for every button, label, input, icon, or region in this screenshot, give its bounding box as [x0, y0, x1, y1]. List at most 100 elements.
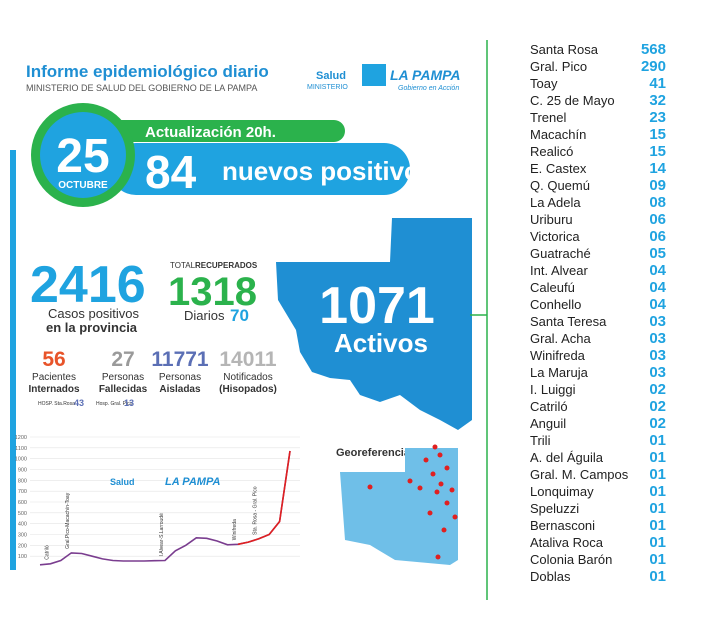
stat-number: 11771 — [151, 348, 209, 371]
locality-count: 32 — [649, 92, 666, 109]
locality-count: 02 — [649, 398, 666, 415]
hospital-count: 43 — [74, 398, 84, 408]
locality-count: 08 — [649, 194, 666, 211]
stat-line1: Personas — [102, 372, 144, 383]
y-tick-label: 1200 — [15, 435, 27, 441]
chart-logo-salud: Salud — [110, 477, 135, 487]
locality-name: Victorica — [530, 229, 580, 244]
locality-count: 03 — [649, 364, 666, 381]
y-tick-label: 400 — [18, 522, 27, 528]
locality-name: Catriló — [530, 399, 568, 414]
locality-count: 01 — [649, 551, 666, 568]
locality-count: 01 — [649, 432, 666, 449]
recovered-number: 1318 — [168, 270, 257, 314]
locality-count: 03 — [649, 330, 666, 347]
y-tick-label: 600 — [18, 500, 27, 506]
logo-icon — [362, 64, 386, 86]
chart-annotation: I.Alvear-S.Larroudé — [159, 513, 165, 557]
y-tick-label: 900 — [18, 468, 27, 474]
locality-name: Trili — [530, 433, 551, 448]
locality-name: Colonia Barón — [530, 552, 612, 567]
logo-slogan: Gobierno en Acción — [398, 85, 459, 92]
locality-count: 41 — [649, 75, 666, 92]
title: Informe epidemiológico diario — [26, 62, 269, 81]
locality-count: 01 — [649, 568, 666, 585]
locality-count: 23 — [649, 109, 666, 126]
hospital-name: HOSP. Sta.Rosa — [38, 401, 75, 407]
locality-name: I. Luiggi — [530, 382, 576, 397]
recovered-label-bold: RECUPERADOS — [195, 261, 258, 270]
stat-line2: (Hisopados) — [219, 384, 277, 395]
chart-annotation: Gral.Pico-Macachín-Toay — [65, 492, 71, 549]
locality-name: Guatraché — [530, 246, 591, 261]
line-series-recent — [237, 450, 291, 546]
locality-count: 06 — [649, 228, 666, 245]
locality-name: A. del Águila — [530, 450, 604, 465]
locality-count: 02 — [649, 415, 666, 432]
locality-count: 04 — [649, 296, 666, 313]
locality-count: 04 — [649, 279, 666, 296]
total-line2: en la provincia — [46, 320, 138, 335]
chart-logo-province: LA PAMPA — [165, 476, 220, 488]
side-bar — [10, 150, 16, 570]
recovered-label-light: TOTAL — [170, 261, 196, 270]
y-tick-label: 300 — [18, 533, 27, 539]
locality-count: 568 — [641, 41, 666, 58]
locality-name: Gral. M. Campos — [530, 467, 629, 482]
locality-count: 01 — [649, 449, 666, 466]
locality-name: Speluzzi — [530, 501, 579, 516]
stat-line2: Fallecidas — [99, 384, 148, 395]
locality-count: 15 — [649, 126, 666, 143]
logo-province: LA PAMPA — [390, 67, 461, 83]
locality-count: 04 — [649, 262, 666, 279]
chart-annotation: Sta. Rosa - Gral. Pico — [253, 486, 259, 535]
locality-count: 06 — [649, 211, 666, 228]
stat-number: 56 — [42, 348, 65, 371]
locality-name: Bernasconi — [530, 518, 595, 533]
locality-count: 05 — [649, 245, 666, 262]
hospital-name: Hosp. Gral. Pico — [96, 401, 133, 407]
new-cases-pill — [110, 143, 410, 195]
locality-name: La Adela — [530, 195, 581, 210]
chart-annotation: Catriló — [44, 545, 50, 560]
chart-annotation: Winifreda — [232, 519, 238, 540]
locality-count: 01 — [649, 466, 666, 483]
stat-line1: Pacientes — [32, 372, 76, 383]
locality-name: Uriburu — [530, 212, 573, 227]
date-month: OCTUBRE — [58, 180, 108, 191]
locality-name: C. 25 de Mayo — [530, 93, 615, 108]
date-circle — [40, 112, 126, 198]
total-number: 2416 — [30, 256, 146, 314]
locality-name: Toay — [530, 76, 558, 91]
locality-name: Winifreda — [530, 348, 586, 363]
logo-ministerio: MINISTERIO — [307, 84, 348, 91]
locality-name: Realicó — [530, 144, 573, 159]
locality-count: 02 — [649, 381, 666, 398]
stat-number: 14011 — [219, 348, 277, 371]
map-label: Georeferencia — [336, 447, 411, 459]
subtitle: MINISTERIO DE SALUD DEL GOBIERNO DE LA P… — [26, 83, 257, 93]
stat-line1: Notificados — [223, 372, 272, 383]
hospital-count: 13 — [124, 398, 134, 408]
locality-count: 15 — [649, 143, 666, 160]
y-tick-label: 1000 — [15, 457, 27, 463]
locality-name: Gral. Pico — [530, 59, 587, 74]
stat-line1: Personas — [159, 372, 201, 383]
locality-count: 01 — [649, 500, 666, 517]
locality-name: La Maruja — [530, 365, 589, 380]
locality-count: 03 — [649, 347, 666, 364]
locality-count: 290 — [641, 58, 666, 75]
locality-name: Gral. Acha — [530, 331, 591, 346]
new-cases-number: 84 — [145, 146, 197, 198]
province-shape — [276, 218, 472, 430]
locality-count: 01 — [649, 534, 666, 551]
locality-name: E. Castex — [530, 161, 587, 176]
locality-name: Caleufú — [530, 280, 575, 295]
active-label: Activos — [334, 328, 428, 358]
locality-name: Santa Teresa — [530, 314, 607, 329]
stat-line2: Aisladas — [159, 384, 201, 395]
locality-name: Trenel — [530, 110, 566, 125]
y-tick-label: 100 — [18, 554, 27, 560]
locality-name: Macachín — [530, 127, 586, 142]
